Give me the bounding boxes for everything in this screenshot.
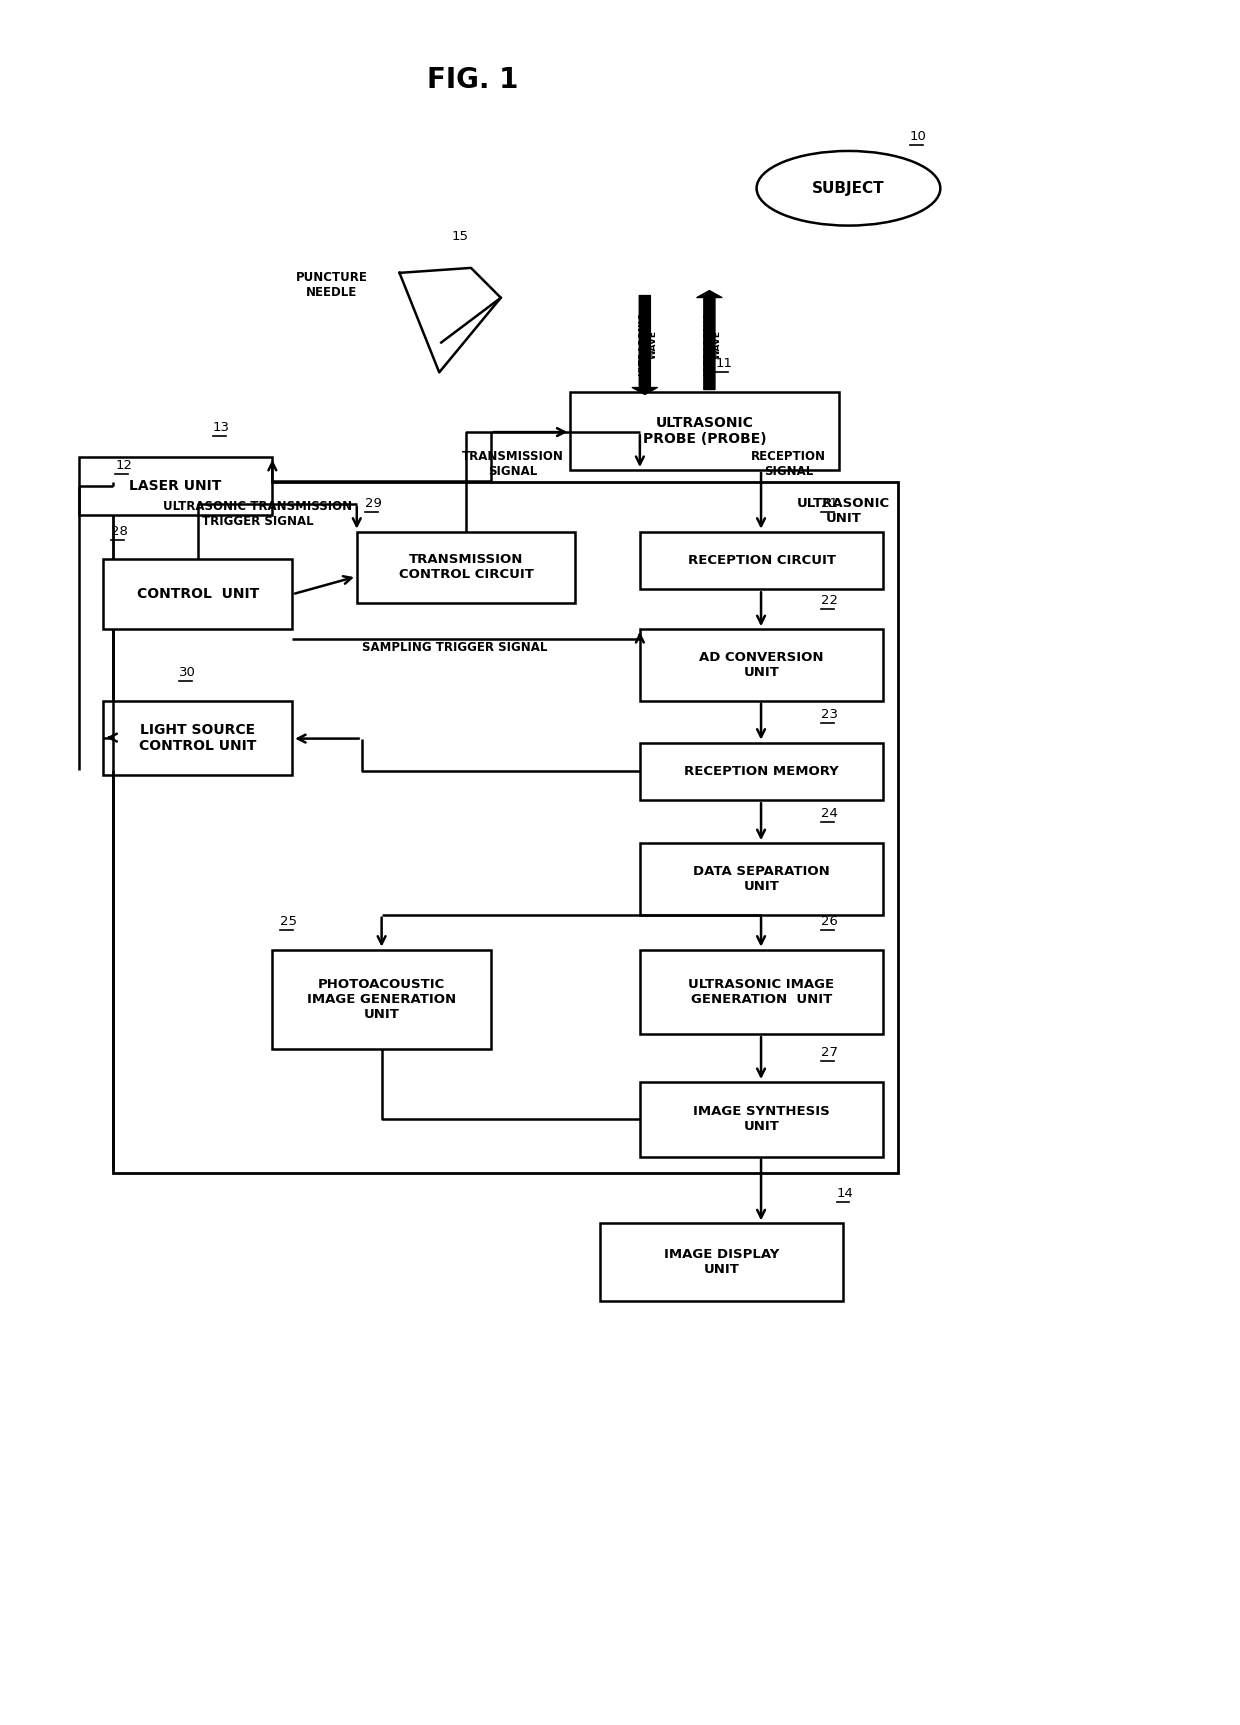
Bar	[600, 1223, 843, 1301]
Text: RECEPTION CIRCUIT: RECEPTION CIRCUIT	[687, 554, 836, 568]
Text: 23: 23	[821, 707, 838, 721]
Text: SUBJECT: SUBJECT	[812, 181, 885, 195]
Text: 12: 12	[115, 459, 133, 473]
Text: ULTRASONIC TRANSMISSION
TRIGGER SIGNAL: ULTRASONIC TRANSMISSION TRIGGER SIGNAL	[162, 500, 352, 528]
Text: 25: 25	[280, 914, 298, 928]
Text: CONTROL  UNIT: CONTROL UNIT	[136, 586, 259, 602]
Bar	[640, 949, 883, 1035]
Bar	[570, 392, 838, 469]
Text: 24: 24	[821, 807, 837, 819]
Ellipse shape	[756, 152, 940, 226]
Text: TRANSMISSION
SIGNAL: TRANSMISSION SIGNAL	[461, 450, 564, 478]
Text: 13: 13	[213, 421, 229, 435]
Bar	[113, 481, 898, 1173]
Text: 21: 21	[821, 497, 838, 509]
Text: 26: 26	[821, 914, 837, 928]
Text: AD CONVERSION
UNIT: AD CONVERSION UNIT	[699, 650, 823, 680]
Text: 27: 27	[821, 1045, 838, 1059]
Text: ULTRASONIC
PROBE (PROBE): ULTRASONIC PROBE (PROBE)	[642, 416, 766, 447]
Text: LIGHT SOURCE
CONTROL UNIT: LIGHT SOURCE CONTROL UNIT	[139, 723, 257, 754]
Text: 22: 22	[821, 593, 838, 607]
Text: 28: 28	[112, 524, 128, 538]
Bar	[103, 700, 293, 776]
Bar	[640, 1082, 883, 1156]
Bar	[273, 949, 491, 1049]
Bar	[357, 531, 575, 604]
Text: DATA SEPARATION
UNIT: DATA SEPARATION UNIT	[693, 864, 830, 894]
Text: ULTRASONIC
WAVE: ULTRASONIC WAVE	[703, 312, 722, 376]
Text: ULTRASONIC
UNIT: ULTRASONIC UNIT	[797, 497, 890, 524]
Text: ULTRASONIC
WAVE: ULTRASONIC WAVE	[639, 312, 657, 376]
Text: SAMPLING TRIGGER SIGNAL: SAMPLING TRIGGER SIGNAL	[362, 642, 547, 654]
Text: LASER UNIT: LASER UNIT	[129, 480, 222, 493]
Bar	[640, 844, 883, 914]
Text: 29: 29	[365, 497, 382, 509]
Text: RECEPTION
SIGNAL: RECEPTION SIGNAL	[751, 450, 826, 478]
Text: 15: 15	[451, 229, 469, 243]
Bar	[78, 457, 273, 514]
Text: IMAGE DISPLAY
UNIT: IMAGE DISPLAY UNIT	[665, 1249, 780, 1276]
Text: 14: 14	[837, 1187, 853, 1201]
Text: RECEPTION MEMORY: RECEPTION MEMORY	[684, 764, 839, 778]
Text: TRANSMISSION
CONTROL CIRCUIT: TRANSMISSION CONTROL CIRCUIT	[398, 554, 533, 581]
Text: 11: 11	[715, 357, 733, 371]
Text: 10: 10	[910, 131, 928, 143]
Text: PHOTOACOUSTIC
IMAGE GENERATION
UNIT: PHOTOACOUSTIC IMAGE GENERATION UNIT	[308, 978, 456, 1021]
Text: ULTRASONIC IMAGE
GENERATION  UNIT: ULTRASONIC IMAGE GENERATION UNIT	[688, 978, 835, 1006]
Text: PUNCTURE
NEEDLE: PUNCTURE NEEDLE	[296, 271, 368, 298]
Bar	[640, 630, 883, 700]
Polygon shape	[399, 267, 501, 373]
Text: FIG. 1: FIG. 1	[427, 66, 518, 93]
Text: 30: 30	[179, 666, 196, 680]
Bar	[103, 559, 293, 630]
Bar	[640, 531, 883, 590]
Text: IMAGE SYNTHESIS
UNIT: IMAGE SYNTHESIS UNIT	[693, 1106, 830, 1133]
Bar	[640, 742, 883, 800]
